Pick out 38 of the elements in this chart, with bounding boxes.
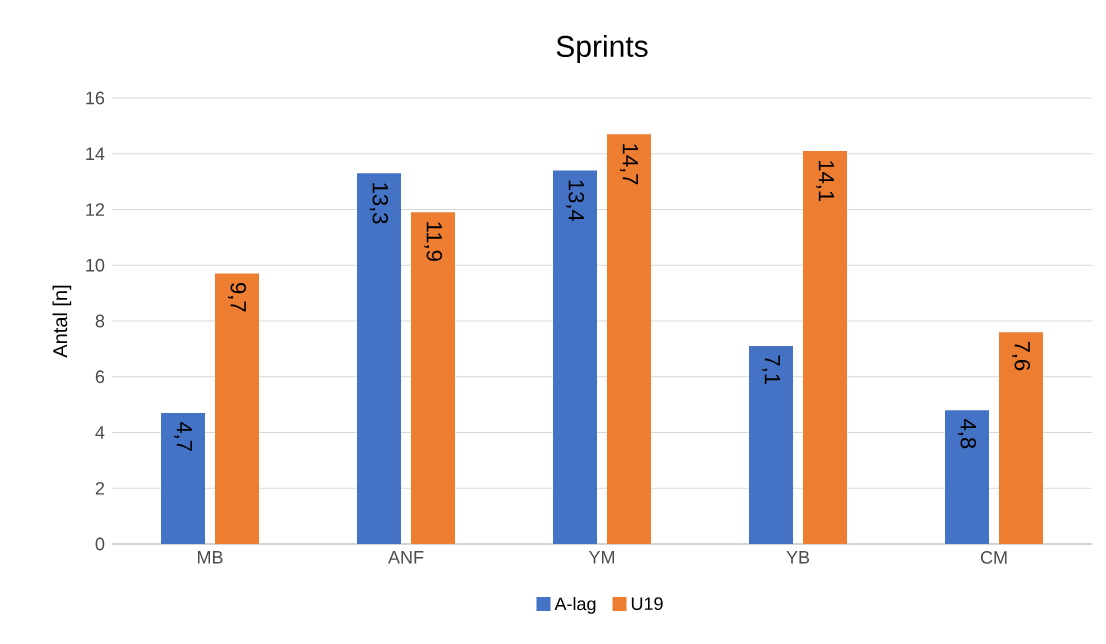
x-tick-label: YB xyxy=(786,551,810,564)
x-tick-label: CM xyxy=(980,551,1007,564)
bar xyxy=(945,410,990,544)
bar xyxy=(803,150,848,544)
bar xyxy=(553,170,598,544)
y-tick-label: 2 xyxy=(95,481,105,495)
bar xyxy=(411,212,456,544)
y-tick-label: 16 xyxy=(86,91,105,105)
data-label: 14,7 xyxy=(620,144,638,185)
y-tick-label: 8 xyxy=(95,314,105,328)
data-label: 4,7 xyxy=(174,421,192,451)
bar xyxy=(749,346,794,544)
data-label: 4,8 xyxy=(957,419,977,449)
y-tick-label: 14 xyxy=(86,147,105,160)
bar xyxy=(607,134,652,544)
y-tick-label: 6 xyxy=(95,370,105,384)
data-label: 13,3 xyxy=(369,183,389,224)
bar xyxy=(357,173,402,544)
bar xyxy=(999,332,1044,544)
y-tick-label: 4 xyxy=(95,426,105,439)
y-tick-label: 0 xyxy=(95,537,105,551)
y-tick-label: 10 xyxy=(86,258,105,272)
bar xyxy=(215,273,260,544)
chart-title: Sprints xyxy=(556,34,648,63)
data-label: 13,4 xyxy=(565,180,585,222)
legend-label: A-lag xyxy=(554,596,596,614)
data-label: 7,6 xyxy=(1011,341,1031,371)
x-tick-label: YM xyxy=(588,551,615,564)
legend-label: U19 xyxy=(631,597,663,610)
data-label: 7,1 xyxy=(762,355,780,384)
x-tick-label: ANF xyxy=(388,551,424,564)
data-label: 11,9 xyxy=(423,222,443,261)
data-label: 9,7 xyxy=(227,283,247,312)
y-tick-label: 12 xyxy=(86,203,105,216)
x-tick-label: MB xyxy=(197,551,223,564)
bar xyxy=(161,412,206,544)
data-label: 14,1 xyxy=(816,161,834,202)
y-axis-title: Antal [n] xyxy=(52,285,72,358)
